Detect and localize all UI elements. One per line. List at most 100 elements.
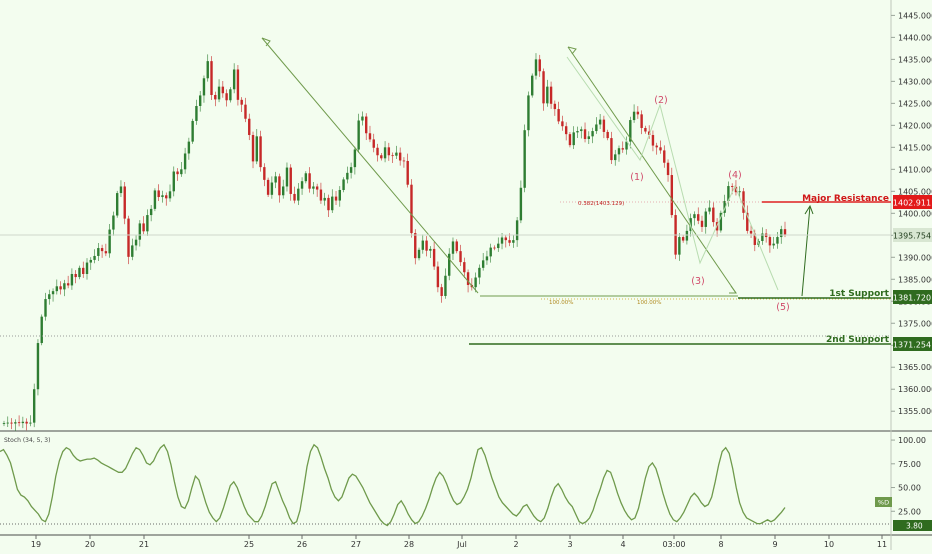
candle-body (17, 422, 21, 424)
first-support-label: 1st Support (829, 289, 889, 299)
candle-body (610, 138, 613, 161)
stoch-axis: 100.00 75.00 50.00 25.00 (891, 436, 926, 516)
candle-body (78, 267, 81, 278)
candle-body (512, 240, 515, 243)
candle-body (780, 229, 783, 238)
candle-body (625, 141, 628, 150)
candle-body (629, 120, 632, 142)
resistance-price-badge (893, 195, 932, 209)
time-tick-label: Jul (456, 540, 467, 549)
candle-body (70, 273, 74, 286)
candle-body (730, 186, 734, 187)
time-tick-label: 8 (718, 540, 723, 549)
candle-body (587, 136, 591, 139)
candle-body (497, 243, 500, 249)
candle-body (772, 243, 775, 246)
candle-body (617, 148, 621, 155)
candle-body (270, 182, 274, 195)
candle-body (655, 145, 658, 148)
trend-arrow-2 (567, 46, 737, 294)
candle-body (425, 240, 428, 251)
wave-label-5: (5) (776, 302, 789, 313)
stoch-line (0, 443, 786, 527)
candle-body (331, 196, 334, 211)
projection-arrow (801, 205, 811, 297)
candle-body (244, 104, 247, 119)
candle-body (229, 89, 232, 101)
candle-body (281, 186, 285, 196)
candle-body (210, 61, 213, 95)
candle-body (549, 86, 553, 104)
candle-body (217, 86, 221, 100)
candle-body (85, 262, 89, 274)
candle-body (557, 109, 560, 122)
stoch-legend-label: %D (878, 499, 889, 507)
candle-body (376, 147, 379, 156)
candle-body (448, 253, 451, 276)
support1-price-text: 1381.720 (893, 294, 931, 303)
candle-body (636, 111, 640, 115)
candle-body (123, 186, 126, 219)
candle-body (172, 171, 175, 192)
candle-body (297, 188, 300, 201)
candle-body (66, 283, 70, 286)
candle-body (372, 139, 375, 148)
candle-body (451, 241, 455, 254)
candle-body (410, 184, 413, 234)
candle-body (319, 189, 323, 201)
candle-body (168, 191, 172, 199)
candle-body (466, 272, 470, 285)
candle-body (666, 162, 670, 176)
candle-body (195, 105, 198, 121)
candle-body (63, 283, 66, 290)
candle-body (621, 148, 624, 150)
stoch-lower-text: 3.80 (906, 522, 923, 531)
candle-body (432, 248, 436, 267)
price-tick-label: 1355.000 (898, 407, 932, 416)
candle-body (591, 131, 594, 137)
drawings-layer (261, 37, 814, 297)
candle-body (572, 132, 575, 146)
candle-body (2, 423, 6, 424)
candle-body (519, 187, 523, 221)
price-tick-label: 1365.000 (898, 363, 932, 372)
candle-body (614, 154, 617, 161)
candle-body (259, 136, 262, 168)
candle-body (602, 119, 606, 132)
candle-body (21, 421, 25, 424)
stoch-tick-label: 50.00 (898, 484, 921, 493)
candle-body (346, 172, 349, 180)
time-tick-label: 21 (139, 540, 149, 549)
candle-body (485, 256, 489, 261)
candle-body (134, 239, 138, 246)
stoch-lower-badge (893, 520, 932, 531)
candle-body (527, 95, 530, 131)
elliott-wave-path (566, 56, 779, 291)
candle-body (248, 118, 251, 136)
candle-body (146, 215, 149, 232)
candle-body (481, 260, 485, 268)
fib-label: 0.382(1403.129) (578, 201, 624, 207)
candle-body (515, 220, 519, 241)
candle-body (685, 230, 689, 241)
candle-body (6, 422, 9, 424)
candle-body (153, 190, 157, 209)
stoch-tick-label: 100.00 (898, 436, 926, 445)
candle-body (187, 141, 191, 154)
candle-body (402, 160, 406, 162)
price-tick-label: 1445.000 (898, 11, 932, 20)
candle-body (59, 286, 62, 290)
candle-body (198, 95, 202, 106)
candle-body (357, 120, 360, 150)
candle-body (308, 173, 311, 189)
candle-body (455, 241, 458, 252)
candle-body (342, 179, 345, 190)
wave-label-3: (3) (691, 276, 704, 287)
candle-body (93, 255, 96, 260)
candle-body (29, 422, 32, 424)
time-tick-label: 10 (824, 540, 834, 549)
candle-body (312, 186, 315, 189)
candle-body (753, 233, 757, 245)
